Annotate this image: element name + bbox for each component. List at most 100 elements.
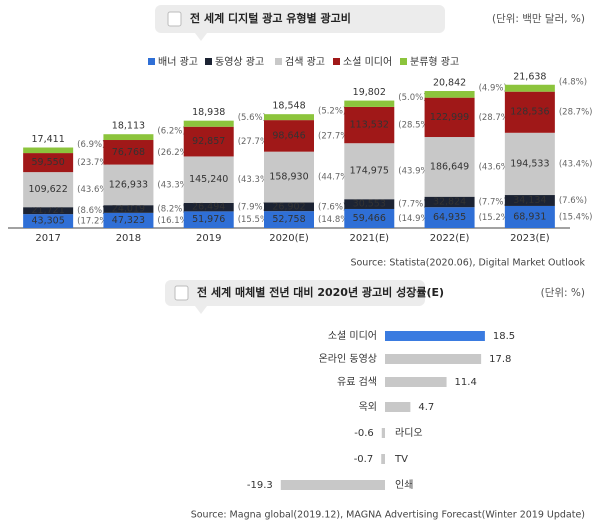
value-label: 18.5	[493, 331, 515, 342]
chart-title: 전 세계 매체별 전년 대비 2020년 광고비 성장률(E)	[197, 285, 444, 299]
bar-segment	[504, 84, 555, 92]
share-label: (5.2%)	[318, 107, 346, 117]
bar-segment	[424, 97, 475, 138]
value-label: 109,622	[28, 184, 67, 195]
value-label: 92,857	[192, 136, 225, 147]
value-label: 20,842	[433, 77, 466, 88]
bar-segment	[23, 147, 74, 154]
value-label: 59,550	[32, 157, 65, 168]
legend-label: 검색 광고	[285, 56, 325, 68]
bar-segment	[344, 100, 395, 107]
chart-title: 전 세계 디지털 광고 유형별 광고비	[190, 11, 351, 25]
bar-segment	[344, 106, 395, 144]
bar-segment	[264, 114, 314, 121]
bar-segment	[103, 134, 154, 141]
share-label: (44.7%)	[318, 173, 352, 183]
legend-swatch	[275, 58, 282, 65]
category-label: 인쇄	[395, 479, 413, 491]
value-label: 174,975	[350, 166, 389, 177]
value-label: 59,466	[353, 213, 386, 224]
value-label: 30,553	[353, 199, 386, 210]
bar-segment	[344, 143, 395, 200]
share-label: (15.5%)	[238, 215, 272, 225]
title-box	[155, 5, 445, 33]
share-label: (7.6%)	[318, 202, 346, 212]
x-tick-label: 2023(E)	[510, 233, 550, 244]
bar-segment	[504, 195, 555, 206]
share-label: (14.8%)	[318, 215, 352, 225]
value-label: 51,976	[192, 214, 225, 225]
value-label: 4.7	[418, 402, 434, 413]
x-tick-label: 2017	[35, 233, 60, 244]
share-label: (17.2%)	[77, 217, 111, 227]
unit-label: (단위: %)	[541, 286, 585, 299]
share-label: (5.0%)	[398, 93, 426, 103]
share-label: (8.2%)	[157, 205, 185, 215]
value-label: 158,930	[269, 172, 308, 183]
value-label: 145,240	[189, 174, 228, 185]
share-label: (43.6%)	[479, 162, 513, 172]
share-label: (7.7%)	[479, 197, 507, 207]
share-label: (26.2%)	[157, 148, 191, 158]
bar	[381, 428, 385, 438]
value-label: 113,532	[350, 120, 389, 131]
value-label: 18,548	[272, 101, 305, 112]
bar	[385, 377, 447, 387]
bar	[385, 402, 411, 412]
share-label: (27.7%)	[318, 131, 352, 141]
value-label: -19.3	[247, 480, 273, 491]
share-label: (7.6%)	[559, 196, 587, 206]
legend-label: 소셜 미디어	[343, 56, 392, 68]
value-label: 76,768	[112, 147, 145, 158]
share-label: (8.6%)	[77, 206, 105, 216]
value-label: 21,638	[513, 71, 546, 82]
value-label: 26,494	[192, 202, 225, 213]
bar-segment	[504, 132, 555, 196]
bar-segment	[183, 126, 234, 157]
legend-label: 분류형 광고	[410, 56, 459, 68]
legend-swatch	[400, 58, 407, 65]
bar	[385, 331, 485, 341]
legend-swatch	[333, 58, 340, 65]
value-label: 64,935	[433, 212, 466, 223]
share-label: (6.9%)	[77, 140, 105, 150]
legend-label: 동영상 광고	[215, 56, 264, 68]
value-label: 43,305	[32, 216, 65, 227]
bar-segment	[183, 120, 234, 127]
x-tick-label: 2020(E)	[269, 233, 309, 244]
x-tick-label: 2022(E)	[430, 233, 470, 244]
share-label: (15.2%)	[479, 213, 513, 223]
bar-segment	[103, 205, 154, 213]
share-label: (15.4%)	[559, 212, 593, 222]
category-label: 옥외	[359, 401, 377, 413]
x-tick-label: 2018	[116, 233, 141, 244]
share-label: (28.5%)	[398, 121, 432, 131]
bar-segment	[344, 199, 395, 209]
share-label: (5.6%)	[238, 113, 266, 123]
share-label: (7.7%)	[398, 200, 426, 210]
bar-segment	[183, 202, 234, 212]
bar-segment	[23, 214, 74, 228]
bar-segment	[103, 212, 154, 228]
share-label: (28.7%)	[559, 108, 593, 118]
value-label: 18,113	[112, 121, 145, 132]
category-label: 소셜 미디어	[328, 330, 377, 342]
share-label: (4.8%)	[559, 77, 587, 87]
category-label: TV	[394, 454, 408, 465]
category-label: 온라인 동영상	[319, 353, 377, 365]
bar-segment	[264, 151, 314, 203]
bar-segment	[424, 90, 475, 98]
bar-segment	[23, 207, 74, 215]
bar-segment	[424, 137, 475, 197]
unit-label: (단위: 백만 달러, %)	[492, 12, 585, 25]
bar-segment	[424, 196, 475, 208]
bar-segment	[344, 208, 395, 228]
value-label: 17.8	[489, 354, 511, 365]
share-label: (43.6%)	[77, 185, 111, 195]
bar-segment	[504, 91, 555, 133]
value-label: 122,999	[430, 112, 469, 123]
x-tick-label: 2019	[196, 233, 221, 244]
share-label: (4.9%)	[479, 83, 507, 93]
icon	[174, 285, 189, 301]
value-label: 194,533	[510, 158, 549, 169]
